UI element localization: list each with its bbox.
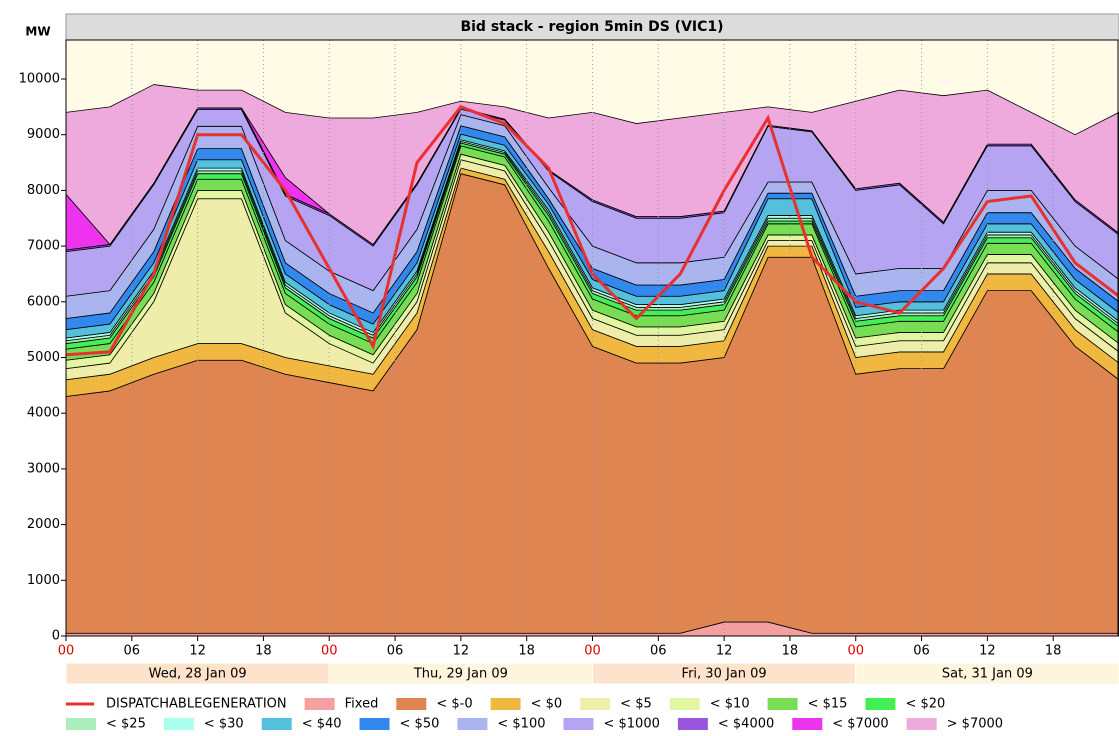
- day-band: [855, 662, 1119, 685]
- day-label: Sat, 31 Jan 09: [942, 667, 1033, 682]
- x-tick-label: 18: [518, 644, 535, 659]
- legend-label: < $-0: [436, 697, 472, 712]
- legend-label: < $100: [497, 717, 545, 732]
- legend-swatch: [261, 718, 292, 730]
- y-axis-label: MW: [25, 25, 50, 39]
- x-tick-label: 06: [124, 644, 141, 659]
- legend-label: DISPATCHABLEGENERATION: [106, 697, 287, 712]
- day-label: Fri, 30 Jan 09: [682, 667, 767, 682]
- dispatch-line: [65, 105, 1119, 357]
- x-tick-label: 12: [189, 644, 206, 659]
- y-tick-label: 7000: [27, 239, 60, 254]
- legend-swatch: [163, 718, 194, 730]
- x-tick-label: 00: [584, 644, 601, 659]
- legend-swatch: [677, 718, 708, 730]
- x-tick-label: 00: [58, 644, 75, 659]
- x-tick-label: 12: [453, 644, 470, 659]
- legend-swatch: [66, 718, 96, 730]
- legend-label: < $10: [710, 697, 750, 712]
- legend-label: < $7000: [832, 717, 888, 732]
- legend-label: > $7000: [947, 717, 1003, 732]
- x-tick-label: 06: [650, 644, 667, 659]
- title-band: [65, 13, 1119, 41]
- legend-swatch: [906, 718, 937, 730]
- x-tick-label: 12: [979, 644, 996, 659]
- plot-frame: [65, 39, 1119, 637]
- x-tick-label: 18: [255, 644, 272, 659]
- x-tick-label: 00: [847, 644, 864, 659]
- chart-title: Bid stack - region 5min DS (VIC1): [460, 19, 723, 35]
- legend-swatch: [580, 698, 611, 710]
- legend-label: < $30: [204, 717, 244, 732]
- legend-swatch: [563, 718, 594, 730]
- y-tick-label: 10000: [19, 71, 60, 86]
- x-tick-label: 18: [782, 644, 799, 659]
- legend-label: < $20: [905, 697, 945, 712]
- legend-label: < $5: [620, 697, 652, 712]
- legend-label: < $4000: [718, 717, 774, 732]
- legend-label: < $25: [106, 717, 146, 732]
- x-tick-label: 06: [913, 644, 930, 659]
- legend-swatch: [396, 698, 427, 710]
- y-tick-label: 6000: [27, 294, 60, 309]
- legend-swatch: [669, 698, 700, 710]
- legend-swatch: [767, 698, 798, 710]
- y-tick-label: 8000: [27, 183, 60, 198]
- day-label: Wed, 28 Jan 09: [149, 667, 247, 682]
- legend-label: < $0: [531, 697, 563, 712]
- x-tick-label: 06: [387, 644, 404, 659]
- legend-label: < $40: [302, 717, 342, 732]
- y-tick-label: 5000: [27, 350, 60, 365]
- legend-swatch: [490, 698, 521, 710]
- y-tick-label: 0: [52, 629, 60, 644]
- y-tick-label: 9000: [27, 127, 60, 142]
- y-tick-label: 1000: [27, 573, 60, 588]
- x-tick-label: 00: [321, 644, 338, 659]
- legend-swatch: [792, 718, 823, 730]
- x-tick-label: 12: [716, 644, 733, 659]
- legend-swatch: [304, 698, 335, 710]
- x-tick-label: 18: [1045, 644, 1062, 659]
- day-label: Thu, 29 Jan 09: [413, 667, 508, 682]
- legend-label: Fixed: [345, 697, 379, 712]
- legend-swatch: [457, 718, 488, 730]
- legend-swatch: [359, 718, 390, 730]
- legend-label: < $1000: [603, 717, 659, 732]
- legend-swatch: [865, 698, 896, 710]
- legend-label: < $15: [808, 697, 848, 712]
- y-tick-label: 2000: [27, 517, 60, 532]
- y-tick-label: 4000: [27, 406, 60, 421]
- y-tick-label: 3000: [27, 461, 60, 476]
- legend-label: < $50: [400, 717, 440, 732]
